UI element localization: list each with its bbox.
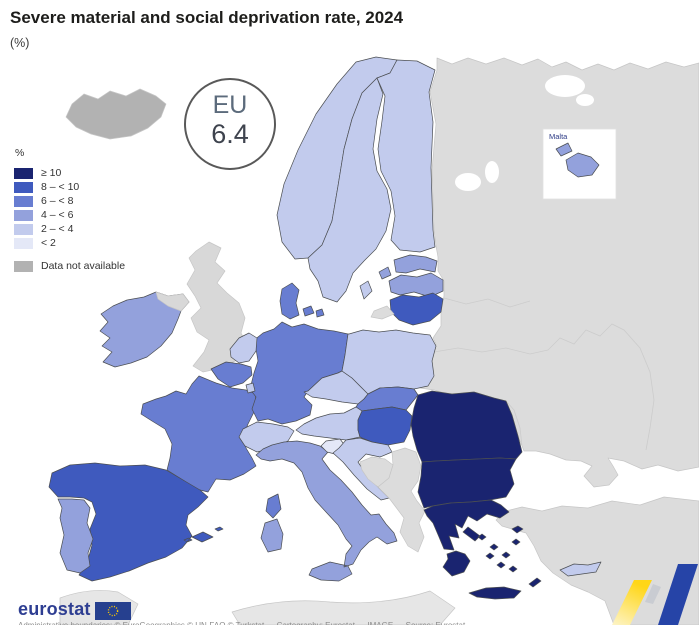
country-denmark (279, 282, 325, 320)
country-sweden (307, 77, 392, 303)
country-netherlands (229, 332, 258, 364)
country-lithuania (389, 292, 444, 326)
region-corsica (265, 493, 282, 519)
legend-label: 4 – < 6 (41, 209, 74, 221)
eu-average-badge: EU 6.4 (184, 78, 276, 170)
border-ukraine-russia (547, 323, 655, 451)
legend-row: 4 – < 6 (14, 208, 125, 222)
brand-mark-gray (645, 584, 661, 604)
page-title: Severe material and social deprivation r… (10, 8, 404, 27)
legend-label: Data not available (41, 260, 126, 272)
eurostat-logo: eurostat (18, 599, 131, 620)
legend-row: < 2 (14, 236, 125, 250)
legend-label: 8 – < 10 (41, 181, 80, 193)
region-western-balkans (377, 447, 426, 553)
region-gotland (359, 280, 373, 300)
border-ukraine-north (433, 347, 549, 355)
country-romania (410, 390, 523, 463)
map-legend: % ≥ 10 8 – < 10 6 – < 8 4 – < 6 2 – < 4 … (14, 147, 125, 273)
brand-mark-yellow (612, 580, 652, 625)
border-belarus-north (443, 297, 531, 308)
legend-label: < 2 (41, 237, 56, 249)
region-saaremaa (378, 266, 392, 280)
eu-flag-icon (94, 601, 131, 620)
border-moldova (505, 400, 523, 447)
country-luxembourg (245, 382, 256, 394)
legend-row: 8 – < 10 (14, 180, 125, 194)
country-italy (255, 440, 398, 582)
footer-attribution: Administrative boundaries: © EuroGeograp… (18, 621, 690, 625)
country-latvia (388, 272, 444, 298)
country-finland (376, 59, 436, 253)
white-sea-arm (576, 94, 594, 106)
legend-swatch (14, 181, 33, 193)
legend-swatch (14, 260, 33, 272)
country-cyprus (559, 561, 602, 577)
white-sea (545, 75, 585, 97)
malta-inset-label: Malta (549, 132, 568, 141)
legend-label: 6 – < 8 (41, 195, 74, 207)
country-estonia (393, 254, 438, 274)
country-portugal (57, 498, 94, 574)
legend-swatch (14, 195, 33, 207)
region-north-africa (231, 590, 456, 625)
eu-badge-label: EU (212, 91, 248, 119)
page-subtitle: (%) (10, 36, 30, 50)
country-hungary (357, 406, 413, 446)
legend-row-no-data: Data not available (14, 259, 125, 273)
legend-swatch (14, 237, 33, 249)
legend-row: 2 – < 4 (14, 222, 125, 236)
legend-swatch (14, 223, 33, 235)
country-poland (341, 329, 437, 395)
eurostat-wordmark: eurostat (18, 599, 91, 619)
legend-row: 6 – < 8 (14, 194, 125, 208)
legend-swatch (14, 167, 33, 179)
country-greece (423, 499, 542, 600)
lake-onega (485, 161, 499, 183)
country-spain (48, 462, 224, 582)
country-germany (249, 321, 349, 425)
region-northern-ireland (155, 291, 190, 312)
region-turkey (495, 496, 699, 625)
brand-mark-blue (658, 564, 698, 625)
country-bulgaria (417, 457, 517, 509)
eu-badge-value: 6.4 (211, 119, 249, 149)
legend-swatch (14, 209, 33, 221)
region-kaliningrad (370, 305, 395, 320)
country-iceland (65, 88, 167, 140)
country-malta (555, 142, 600, 178)
country-belgium (210, 361, 253, 388)
legend-label: ≥ 10 (41, 167, 62, 179)
lake-ladoga (455, 173, 481, 191)
legend-unit: % (15, 147, 25, 159)
legend-label: 2 – < 4 (41, 223, 74, 235)
legend-row: ≥ 10 (14, 166, 125, 180)
